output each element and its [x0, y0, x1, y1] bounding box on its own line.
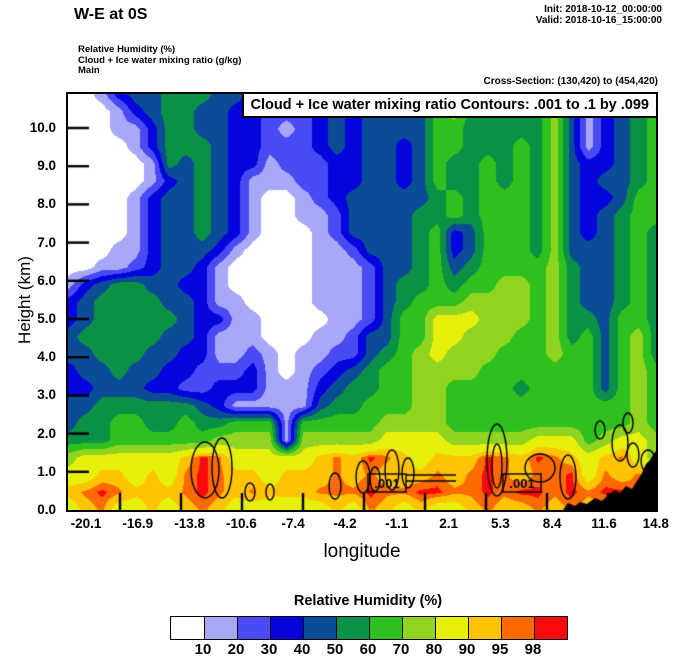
cross-section-label: Cross-Section: (130,420) to (454,420) [483, 76, 658, 87]
valid-time: Valid: 2018-10-16_15:00:00 [535, 15, 662, 26]
x-tick-label: -1.1 [385, 516, 409, 531]
y-tick-label: 3.0 [37, 387, 56, 403]
legend-value-label: 80 [425, 641, 443, 658]
y-axis-title: Height (km) [15, 256, 34, 344]
legend-value-label: 10 [194, 641, 212, 658]
y-tick-label: 5.0 [37, 311, 56, 326]
legend-value-label: 90 [458, 641, 476, 658]
legend-value-label: 98 [524, 641, 542, 658]
rh-contour-field [68, 94, 656, 510]
x-tick-label: -20.1 [70, 516, 102, 531]
y-tick-label: 1.0 [37, 463, 56, 479]
x-tick-label: 2.1 [439, 516, 458, 531]
contour-info-box: Cloud + Ice water mixing ratio Contours:… [241, 92, 658, 118]
legend-color-cell [468, 617, 501, 639]
legend-value-label: 70 [392, 641, 410, 658]
x-tick-label: -16.9 [122, 516, 154, 531]
legend-value-label: 95 [491, 641, 509, 658]
x-tick-label: -7.4 [281, 516, 305, 531]
cross-section-plot: Cloud + Ice water mixing ratio Contours:… [66, 92, 658, 512]
legend-color-cell [336, 617, 369, 639]
y-tick-label: 8.0 [37, 196, 56, 212]
legend-value-label: 30 [260, 641, 278, 658]
legend-color-cell [204, 617, 237, 639]
legend-title: Relative Humidity (%) [293, 593, 443, 609]
field-line-cloudice: Cloud + Ice water mixing ratio (g/kg) [78, 54, 242, 66]
y-tick-label: 2.0 [37, 425, 56, 441]
legend-color-cell [369, 617, 402, 639]
legend-color-cell [534, 617, 567, 639]
init-time: Init: 2018-10-12_00:00:00 [544, 4, 662, 15]
legend-color-cell [402, 617, 435, 639]
page-title: W-E at 0S [74, 6, 148, 23]
x-tick-label: 14.8 [642, 516, 669, 531]
y-tick-label: 9.0 [37, 158, 56, 174]
field-list: Relative Humidity (%) Cloud + Ice water … [78, 44, 242, 77]
y-tick-label: 0.0 [37, 502, 56, 517]
legend-color-cell [435, 617, 468, 639]
x-tick-label: -4.2 [333, 516, 357, 531]
run-times: Init: 2018-10-12_00:00:00 Valid: 2018-10… [536, 4, 662, 26]
legend-colorbar [170, 616, 568, 640]
x-tick-label: 5.3 [491, 516, 510, 531]
legend-value-label: 40 [293, 641, 311, 658]
legend-value-label: 60 [359, 641, 377, 658]
legend-color-cell [237, 617, 270, 639]
x-tick-label: 11.6 [591, 516, 617, 531]
legend-value-label: 20 [227, 641, 245, 658]
legend-color-cell [501, 617, 534, 639]
legend-color-cell [171, 617, 204, 639]
field-line-rh: Relative Humidity (%) [78, 44, 176, 55]
field-line-domain: Main [78, 65, 100, 76]
x-tick-label: -13.8 [174, 516, 205, 531]
y-tick-label: 6.0 [37, 272, 56, 288]
y-tick-label: 10.0 [29, 120, 56, 135]
x-tick-label: 8.4 [542, 516, 562, 531]
legend-value-label: 50 [326, 641, 344, 658]
legend-color-cell [270, 617, 303, 639]
legend-color-cell [303, 617, 336, 639]
x-axis-title: longitude [323, 541, 401, 562]
y-tick-label: 4.0 [37, 349, 56, 365]
x-tick-label: -10.6 [226, 516, 257, 531]
y-tick-label: 7.0 [37, 234, 56, 250]
